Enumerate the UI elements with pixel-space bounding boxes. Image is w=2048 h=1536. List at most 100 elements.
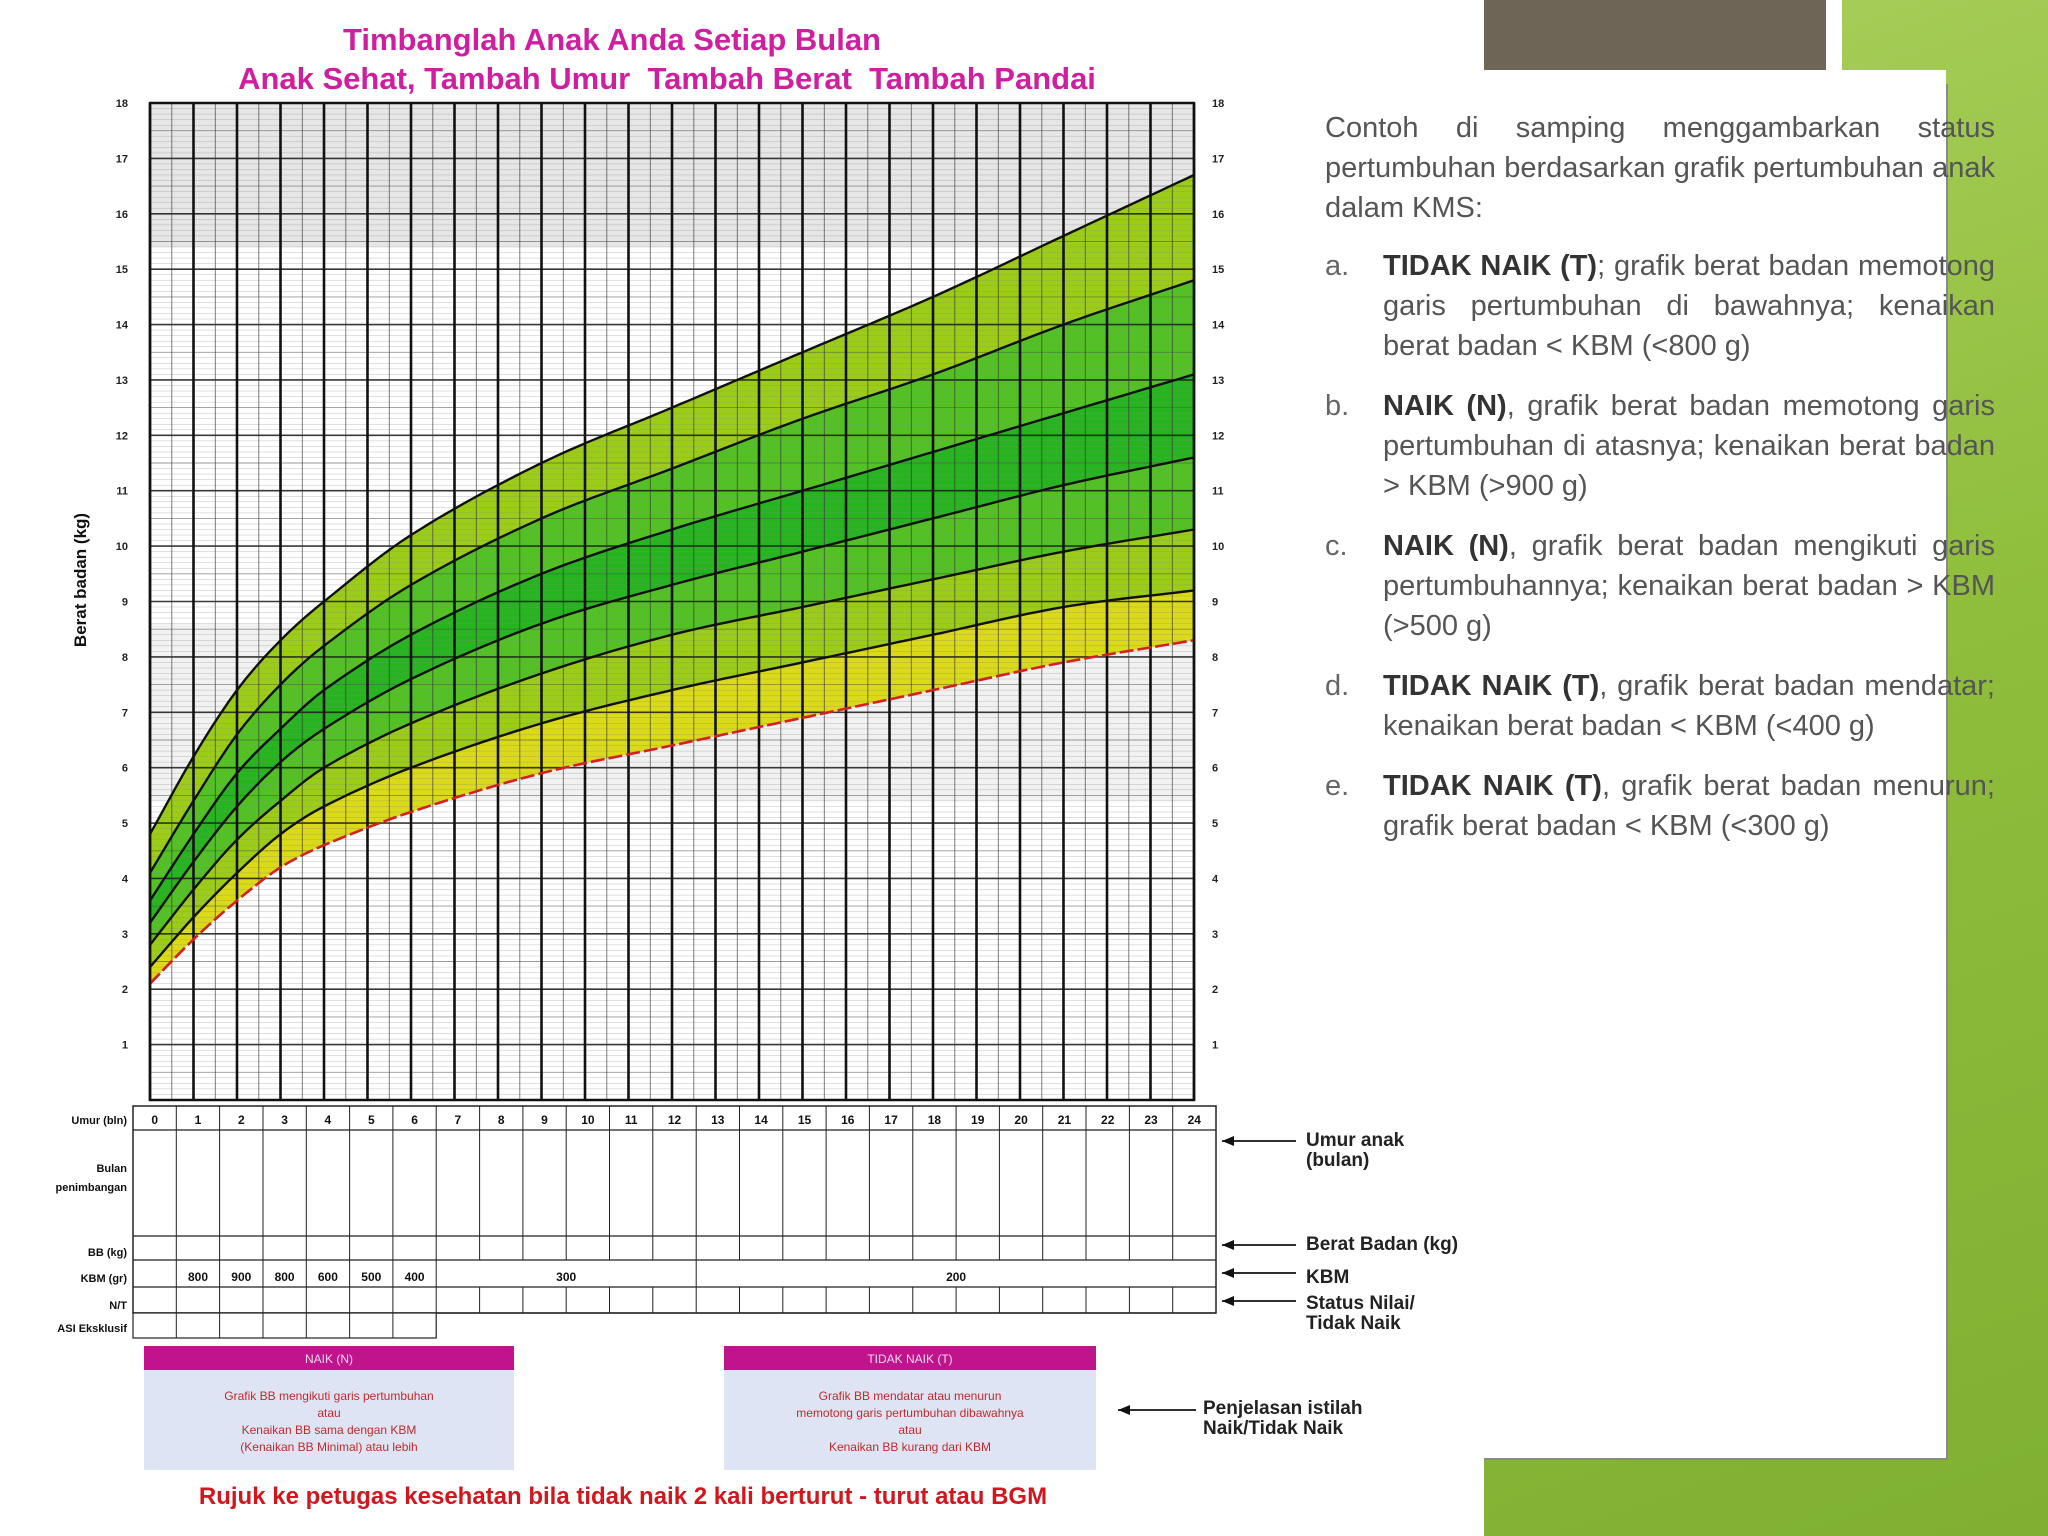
month-label: 20: [1014, 1113, 1028, 1127]
y-tick-label-left: 2: [122, 984, 128, 996]
status-arrow-head: [1222, 1296, 1234, 1306]
kbm-value: 500: [361, 1270, 381, 1284]
berat-badan-arrow-head: [1222, 1240, 1234, 1250]
month-label: 13: [711, 1113, 725, 1127]
bb-row-label: BB (kg): [88, 1247, 127, 1259]
description-item-text: , grafik berat badan menurun; grafik ber…: [1383, 770, 1995, 842]
description-item-status: NAIK (N): [1383, 530, 1509, 562]
description-item: c. NAIK (N), grafik berat badan mengikuti…: [1325, 526, 1995, 646]
legend-boxes: NAIK (N) Grafik BB mengikuti garis pertum…: [144, 1346, 1096, 1470]
description-item-status: TIDAK NAIK (T): [1383, 770, 1602, 802]
chart-title: Timbanglah Anak Anda Setiap Bulan: [343, 22, 881, 57]
description-item-text: , grafik berat badan mendatar; kenaikan …: [1383, 670, 1995, 742]
month-label: 9: [541, 1113, 548, 1127]
y-tick-label-left: 5: [122, 818, 128, 830]
description-intro: Contoh di samping menggambarkan status p…: [1325, 112, 1995, 224]
y-tick-label-right: 18: [1212, 98, 1224, 110]
month-label: 11: [625, 1113, 638, 1127]
growth-curve-7: [148, 173, 1195, 835]
legend-naik-header: NAIK (N): [305, 1352, 353, 1366]
legend-tidak-naik-body-bg: [724, 1370, 1096, 1470]
legend-tidak-naik-header-bg: [724, 1346, 1096, 1370]
month-label: 22: [1101, 1113, 1115, 1127]
decorative-separator: [1826, 0, 1842, 84]
y-tick-label-left: 11: [116, 486, 128, 498]
month-label: 0: [151, 1113, 158, 1127]
y-tick-label-right: 5: [1212, 818, 1218, 830]
month-label: 8: [498, 1113, 505, 1127]
legend-naik-body-bg: [144, 1370, 514, 1470]
y-tick-label-left: 1: [122, 1040, 128, 1052]
bulan-row-label-2: penimbangan: [55, 1182, 127, 1194]
umur-anak-arrow-head: [1222, 1136, 1234, 1146]
description-item-letter: d.: [1325, 670, 1350, 702]
growth-curve-3: [149, 528, 1195, 946]
y-tick-label-left: 16: [116, 209, 128, 221]
y-tick-label-right: 13: [1212, 375, 1224, 387]
nt-row-label: N/T: [109, 1300, 127, 1312]
berat-badan-label: Berat Badan (kg): [1306, 1234, 1458, 1255]
y-tick-label-left: 10: [116, 541, 128, 553]
growth-band-3: [150, 457, 1194, 945]
description-item-text: ; grafik berat badan memotong garis pert…: [1383, 250, 1995, 362]
description-item-status: NAIK (N): [1383, 390, 1507, 422]
legend-tidak-naik-line: memotong garis pertumbuhan dibawahnya: [796, 1406, 1024, 1420]
umur-anak-label: (bulan): [1306, 1150, 1369, 1171]
month-label: 1: [195, 1113, 202, 1127]
description-item-status: TIDAK NAIK (T): [1383, 250, 1598, 282]
penjelasan-label: Penjelasan istilah: [1203, 1398, 1362, 1419]
y-tick-label-left: 12: [116, 430, 128, 442]
description-item-letter: b.: [1325, 390, 1350, 422]
month-label: 14: [754, 1113, 768, 1127]
y-tick-label-right: 9: [1212, 597, 1218, 609]
month-label: 12: [668, 1113, 682, 1127]
legend-naik-line: Grafik BB mengikuti garis pertumbuhan: [224, 1389, 433, 1403]
kbm-value: 600: [318, 1270, 338, 1284]
month-label: 18: [928, 1113, 942, 1127]
month-label: 21: [1058, 1113, 1072, 1127]
description-item: b. NAIK (N), grafik berat badan memotong …: [1325, 386, 1995, 506]
month-label: 5: [368, 1113, 375, 1127]
y-tick-label-right: 6: [1212, 763, 1218, 775]
kbm-value: 400: [405, 1270, 425, 1284]
description-item-letter: e.: [1325, 770, 1350, 802]
month-label: 6: [411, 1113, 418, 1127]
plot-area: [148, 101, 1196, 1102]
legend-naik-line: Kenaikan BB sama dengan KBM: [242, 1423, 417, 1437]
y-tick-label-left: 8: [122, 652, 128, 664]
legend-tidak-naik-line: atau: [898, 1423, 921, 1437]
kbm-value: 300: [556, 1270, 576, 1284]
legend-naik-header-bg: [144, 1346, 514, 1370]
content-panel-top: [1295, 70, 1946, 1010]
y-tick-label-right: 12: [1212, 430, 1224, 442]
description-item-text: , grafik berat badan mengikuti garis per…: [1383, 530, 1995, 642]
y-tick-label-left: 14: [116, 320, 129, 332]
month-label: 15: [798, 1113, 812, 1127]
y-tick-label-right: 2: [1212, 984, 1218, 996]
y-tick-label-left: 3: [122, 929, 128, 941]
asi-row-label: ASI Eksklusif: [57, 1323, 127, 1335]
chart-subtitle: Anak Sehat, Tambah Umur Tambah Berat Tam…: [238, 61, 1096, 96]
description-item: e. TIDAK NAIK (T), grafik berat badan men…: [1325, 766, 1995, 846]
kbm-value: 800: [188, 1270, 208, 1284]
status-label: Status Nilai/: [1306, 1293, 1415, 1314]
month-label: 19: [971, 1113, 985, 1127]
y-tick-label-left: 13: [116, 375, 128, 387]
y-tick-label-right: 3: [1212, 929, 1218, 941]
growth-curve-2: [149, 589, 1195, 968]
y-tick-label-right: 17: [1212, 153, 1224, 165]
umur-anak-label: Umur anak: [1306, 1130, 1405, 1151]
description-item-status: TIDAK NAIK (T): [1383, 670, 1600, 702]
y-tick-label-left: 18: [116, 98, 128, 110]
plot-border: [148, 101, 1196, 1102]
penjelasan-arrow-head: [1118, 1405, 1130, 1415]
month-label: 7: [455, 1113, 462, 1127]
description-text: Contoh di samping menggambarkan status p…: [1325, 108, 1995, 866]
y-tick-label-right: 16: [1212, 209, 1224, 221]
y-tick-label-left: 17: [116, 153, 128, 165]
growth-curve-5: [148, 373, 1195, 902]
kbm-value: 800: [275, 1270, 295, 1284]
description-item: a. TIDAK NAIK (T); grafik berat badan mem…: [1325, 246, 1995, 366]
month-label: 23: [1144, 1113, 1158, 1127]
